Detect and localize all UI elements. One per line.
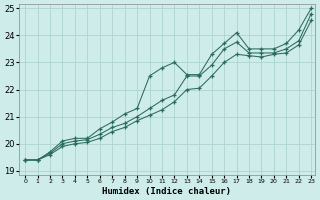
X-axis label: Humidex (Indice chaleur): Humidex (Indice chaleur) — [102, 187, 231, 196]
